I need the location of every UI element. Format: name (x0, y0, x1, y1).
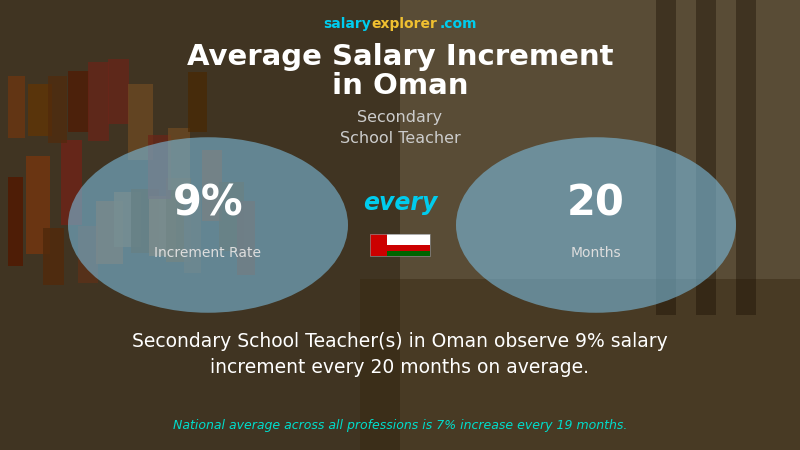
Bar (202, 150, 222, 221)
Text: Increment Rate: Increment Rate (154, 246, 262, 260)
Bar (78, 225, 98, 283)
Bar (149, 196, 175, 256)
Bar (28, 84, 52, 136)
Text: 9%: 9% (173, 182, 243, 225)
Bar (68, 71, 89, 132)
Bar (108, 59, 129, 124)
Text: Secondary School Teacher(s) in Oman observe 9% salary: Secondary School Teacher(s) in Oman obse… (132, 332, 668, 351)
Bar (370, 234, 387, 256)
Bar (96, 201, 122, 264)
Text: increment every 20 months on average.: increment every 20 months on average. (210, 358, 590, 377)
Bar (26, 157, 50, 254)
Text: Secondary
School Teacher: Secondary School Teacher (340, 110, 460, 146)
Bar (188, 72, 207, 132)
Text: Average Salary Increment: Average Salary Increment (186, 43, 614, 71)
Bar (114, 192, 141, 248)
Text: salary: salary (323, 17, 371, 31)
Bar (387, 245, 430, 251)
Text: National average across all professions is 7% increase every 19 months.: National average across all professions … (173, 419, 627, 432)
Text: in Oman: in Oman (332, 72, 468, 100)
Bar (736, 0, 756, 315)
Bar (360, 279, 800, 450)
Text: Months: Months (570, 246, 622, 260)
Bar (166, 178, 191, 262)
Bar (128, 85, 153, 160)
Text: explorer: explorer (371, 17, 437, 31)
Bar (656, 0, 676, 315)
Bar (400, 0, 800, 450)
Bar (43, 228, 65, 285)
Bar (88, 62, 110, 141)
Bar (696, 0, 716, 315)
Ellipse shape (68, 137, 348, 313)
Bar (48, 76, 67, 144)
Bar (8, 176, 23, 266)
Bar (370, 234, 430, 256)
Bar (8, 76, 25, 138)
Bar (387, 251, 430, 256)
Text: every: every (363, 191, 437, 216)
Bar (168, 128, 190, 190)
Bar (237, 201, 255, 275)
Bar (148, 135, 171, 199)
Text: .com: .com (439, 17, 477, 31)
Bar (387, 234, 430, 245)
Ellipse shape (456, 137, 736, 313)
Bar (61, 140, 82, 225)
Bar (219, 182, 244, 251)
Bar (184, 197, 201, 273)
Text: 20: 20 (567, 182, 625, 225)
Bar (131, 189, 158, 253)
